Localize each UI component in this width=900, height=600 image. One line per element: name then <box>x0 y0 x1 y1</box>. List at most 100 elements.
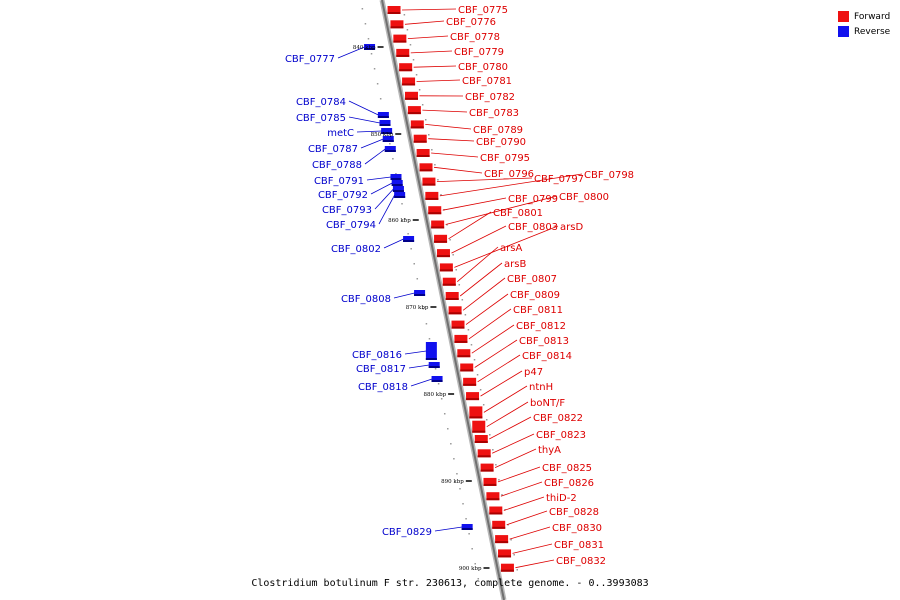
forward-gene-label[interactable]: boNT/F <box>530 398 565 409</box>
gene-shade <box>393 40 407 43</box>
gene-body <box>419 163 433 172</box>
reverse-gene-block <box>381 128 393 134</box>
forward-gene-label[interactable]: CBF_0832 <box>556 556 606 567</box>
forward-gene-label[interactable]: CBF_0789 <box>473 125 523 136</box>
forward-gene-label[interactable]: CBF_0799 <box>508 194 558 205</box>
forward-gene-block <box>413 134 427 143</box>
forward-gene-label[interactable]: CBF_0807 <box>507 274 557 285</box>
track-dot <box>428 338 431 340</box>
forward-gene-label[interactable]: CBF_0814 <box>522 351 572 362</box>
track-dot <box>389 143 391 145</box>
reverse-gene-label[interactable]: CBF_0794 <box>326 220 376 231</box>
axis-line <box>381 0 505 600</box>
gene-body <box>391 180 403 186</box>
gene-shade <box>414 294 426 296</box>
reverse-swatch <box>838 26 849 37</box>
reverse-gene-label[interactable]: CBF_0785 <box>296 113 346 124</box>
reverse-gene-label[interactable]: CBF_0816 <box>352 350 402 361</box>
forward-gene-label[interactable]: CBF_0778 <box>450 32 500 43</box>
forward-gene-label[interactable]: CBF_0797 <box>534 174 584 185</box>
forward-gene-block <box>396 48 410 57</box>
reverse-gene-label[interactable]: CBF_0791 <box>314 176 364 187</box>
track-dot <box>434 164 436 166</box>
reverse-gene-label[interactable]: CBF_0808 <box>341 294 391 305</box>
forward-gene-label[interactable]: CBF_0828 <box>549 507 599 518</box>
reverse-gene-label[interactable]: CBF_0818 <box>358 382 408 393</box>
forward-gene-label[interactable]: thiD-2 <box>546 493 577 504</box>
forward-gene-label[interactable]: CBF_0781 <box>462 76 512 87</box>
forward-gene-label[interactable]: thyA <box>538 445 561 456</box>
forward-gene-label[interactable]: CBF_0823 <box>536 430 586 441</box>
gene-body <box>428 206 442 215</box>
forward-gene-label[interactable]: CBF_0798 <box>584 170 634 181</box>
forward-gene-block <box>434 234 448 243</box>
gene-body <box>392 186 404 192</box>
forward-gene-label[interactable]: ntnH <box>529 382 553 393</box>
forward-gene-label[interactable]: CBF_0779 <box>454 47 504 58</box>
track-dot <box>462 503 464 505</box>
gene-shade <box>428 366 440 368</box>
forward-gene-label[interactable]: CBF_0801 <box>493 208 543 219</box>
track-dot <box>467 329 470 331</box>
forward-gene-label[interactable]: CBF_0776 <box>446 17 496 28</box>
forward-gene-label[interactable]: CBF_0811 <box>513 305 563 316</box>
forward-gene-label[interactable]: CBF_0775 <box>458 5 508 16</box>
reverse-gene-block <box>382 136 394 142</box>
forward-gene-label[interactable]: CBF_0803 <box>508 222 558 233</box>
track-dot <box>361 8 364 10</box>
forward-gene-block <box>469 406 483 419</box>
forward-gene-block <box>474 435 488 443</box>
forward-gene-label[interactable]: arsB <box>504 259 526 270</box>
gene-shade <box>445 298 459 300</box>
gene-shade <box>469 416 483 419</box>
forward-gene-label[interactable]: CBF_0812 <box>516 321 566 332</box>
gene-shade <box>390 178 402 180</box>
forward-gene-label[interactable]: CBF_0809 <box>510 290 560 301</box>
forward-gene-label[interactable]: CBF_0800 <box>559 192 609 203</box>
reverse-gene-label[interactable]: CBF_0788 <box>312 160 362 171</box>
reverse-gene-label[interactable]: CBF_0802 <box>331 244 381 255</box>
forward-gene-label[interactable]: CBF_0830 <box>552 523 602 534</box>
gene-body <box>451 320 465 329</box>
forward-gene-label[interactable]: CBF_0822 <box>533 413 583 424</box>
forward-leader-line <box>512 543 553 554</box>
reverse-gene-label[interactable]: CBF_0784 <box>296 97 346 108</box>
forward-leader-line <box>477 354 521 383</box>
gene-shade <box>442 283 456 286</box>
track-dot <box>456 473 458 475</box>
track-dot <box>465 518 467 520</box>
forward-gene-label[interactable]: CBF_0825 <box>542 463 592 474</box>
reverse-gene-label[interactable]: metC <box>327 128 354 139</box>
gene-body <box>425 342 437 360</box>
forward-gene-block <box>489 506 503 515</box>
reverse-leader-line <box>348 116 381 124</box>
forward-gene-label[interactable]: arsD <box>560 222 583 233</box>
forward-gene-label[interactable]: arsA <box>500 243 522 254</box>
track-dot <box>404 218 406 220</box>
forward-gene-block <box>410 120 424 129</box>
forward-gene-label[interactable]: CBF_0790 <box>476 137 526 148</box>
forward-gene-label[interactable]: CBF_0783 <box>469 108 519 119</box>
reverse-gene-label[interactable]: CBF_0777 <box>285 54 335 65</box>
forward-leader-line <box>431 152 479 158</box>
track-dot <box>440 194 442 196</box>
reverse-gene-label[interactable]: CBF_0792 <box>318 190 368 201</box>
track-dot <box>376 83 379 85</box>
reverse-gene-label[interactable]: CBF_0793 <box>322 205 372 216</box>
forward-gene-label[interactable]: CBF_0826 <box>544 478 594 489</box>
reverse-gene-label[interactable]: CBF_0817 <box>356 364 406 375</box>
forward-gene-label[interactable]: CBF_0831 <box>554 540 604 551</box>
forward-gene-label[interactable]: CBF_0780 <box>458 62 508 73</box>
forward-gene-label[interactable]: CBF_0782 <box>465 92 515 103</box>
forward-gene-label[interactable]: CBF_0795 <box>480 153 530 164</box>
reverse-gene-label[interactable]: CBF_0829 <box>382 527 432 538</box>
forward-gene-label[interactable]: CBF_0813 <box>519 336 569 347</box>
forward-gene-label[interactable]: CBF_0796 <box>484 169 534 180</box>
forward-gene-label[interactable]: p47 <box>524 367 543 378</box>
forward-gene-block <box>477 449 491 458</box>
reverse-gene-block <box>377 112 389 118</box>
forward-leader-line <box>413 65 457 68</box>
reverse-gene-label[interactable]: CBF_0787 <box>308 144 358 155</box>
forward-gene-block <box>457 349 471 358</box>
track-dot <box>403 14 406 16</box>
